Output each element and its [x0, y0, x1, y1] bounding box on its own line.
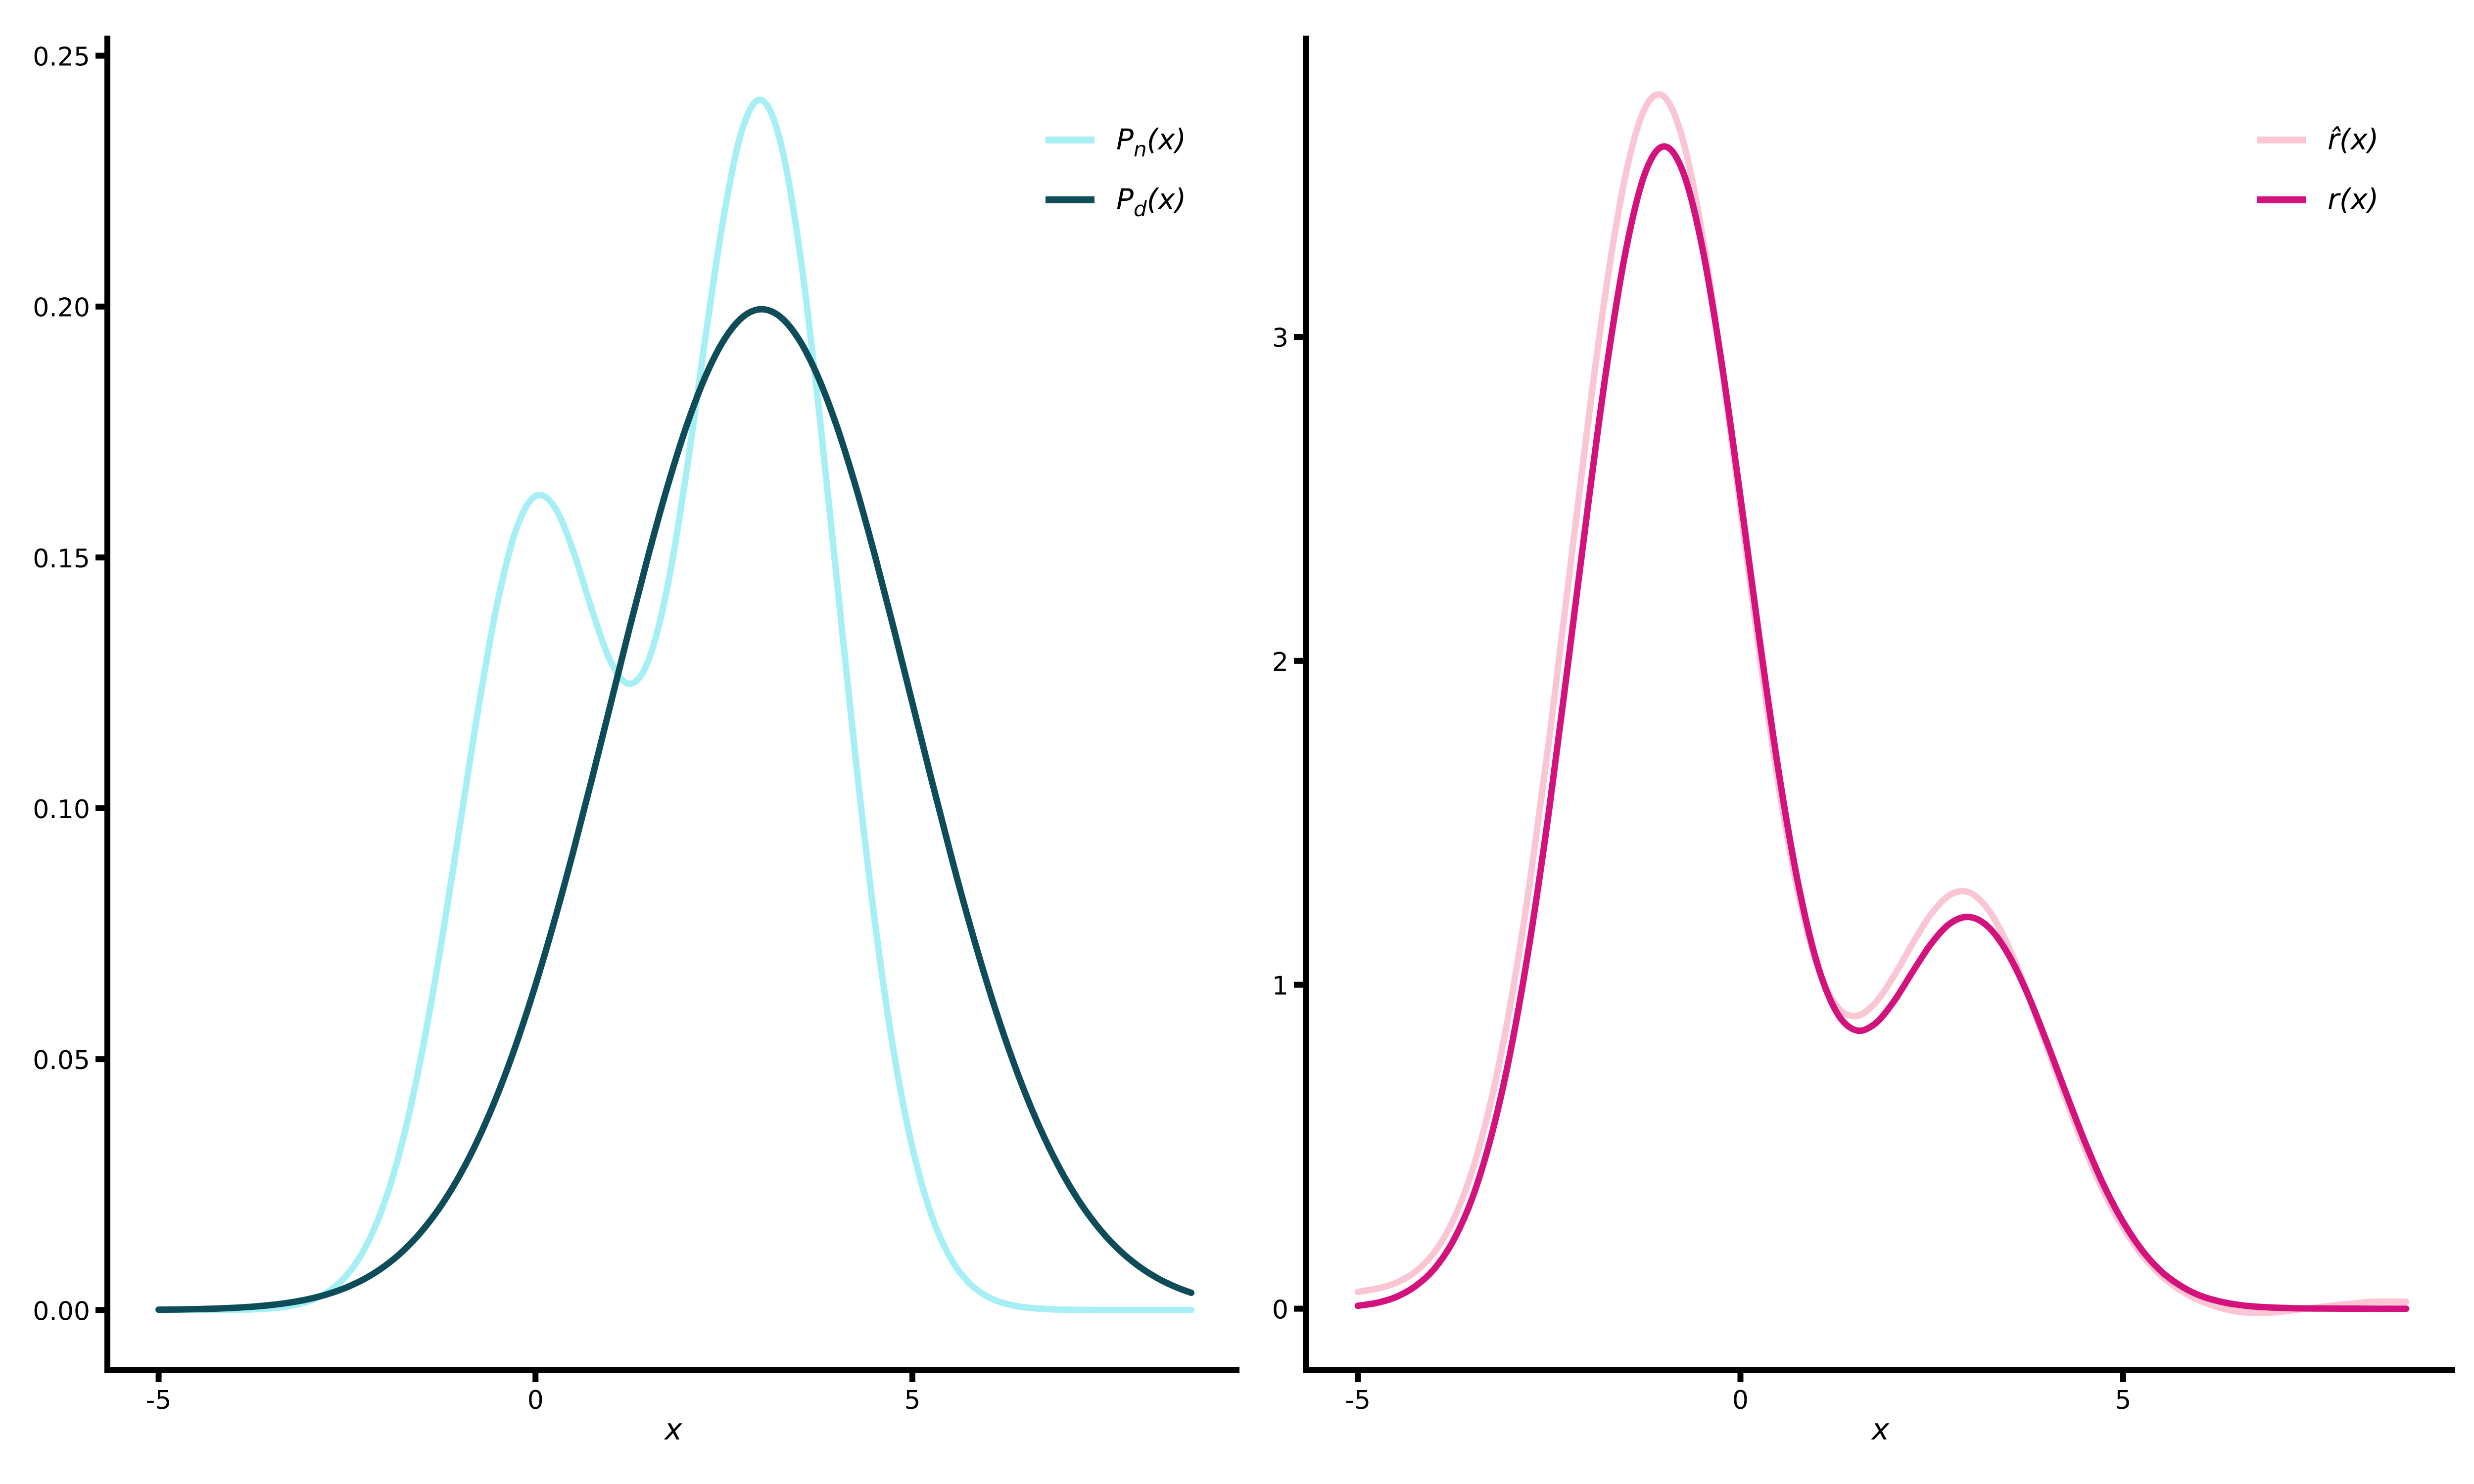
left-x-tick-label-0: -5: [146, 1386, 172, 1415]
left-y-tick-label-4: 0.20: [33, 293, 90, 323]
left-y-tick-label-3: 0.15: [33, 544, 90, 574]
right-x-tick-label-0: -5: [1345, 1386, 1371, 1415]
right-legend-label-1: r(x): [2328, 183, 2379, 216]
right-x-axis-label: x: [1871, 1412, 1890, 1447]
right-series-0-curve: [1354, 91, 2410, 1316]
left-y-tick-label-0: 0.00: [33, 1297, 90, 1326]
right-y-tick-label-3: 3: [1272, 324, 1288, 353]
right-series-1-curve: [1354, 143, 2410, 1312]
right-x-tick-label-2: 5: [2115, 1386, 2131, 1415]
left-y-tick-label-5: 0.25: [33, 43, 90, 72]
right-legend-label-0: r̂(x): [2328, 123, 2379, 156]
left-x-axis-label: x: [664, 1412, 682, 1447]
left-x-tick-label-2: 5: [904, 1386, 920, 1415]
right-y-tick-label-0: 0: [1272, 1296, 1288, 1325]
left-series-1-curve: [155, 306, 1194, 1313]
right-y-tick-label-1: 1: [1272, 972, 1288, 1001]
left-legend-label-1: Pd(x): [1116, 183, 1186, 221]
left-series-0-curve: [155, 96, 1194, 1313]
left-y-tick-label-1: 0.05: [33, 1046, 90, 1075]
right-panel: -5 0 5 0 1 2 3 x r̂(x) r(x): [1272, 36, 2455, 1447]
right-y-tick-label-2: 2: [1272, 648, 1288, 677]
right-x-tick-label-1: 0: [1732, 1386, 1749, 1415]
left-panel: -5 0 5 0.00 0.05 0.10 0.15 0.20 0.25 x Pn(x) Pd(x): [33, 36, 1239, 1447]
left-y-tick-label-2: 0.10: [33, 795, 90, 825]
left-legend-label-0: Pn(x): [1116, 123, 1186, 161]
left-x-tick-label-1: 0: [527, 1386, 544, 1415]
